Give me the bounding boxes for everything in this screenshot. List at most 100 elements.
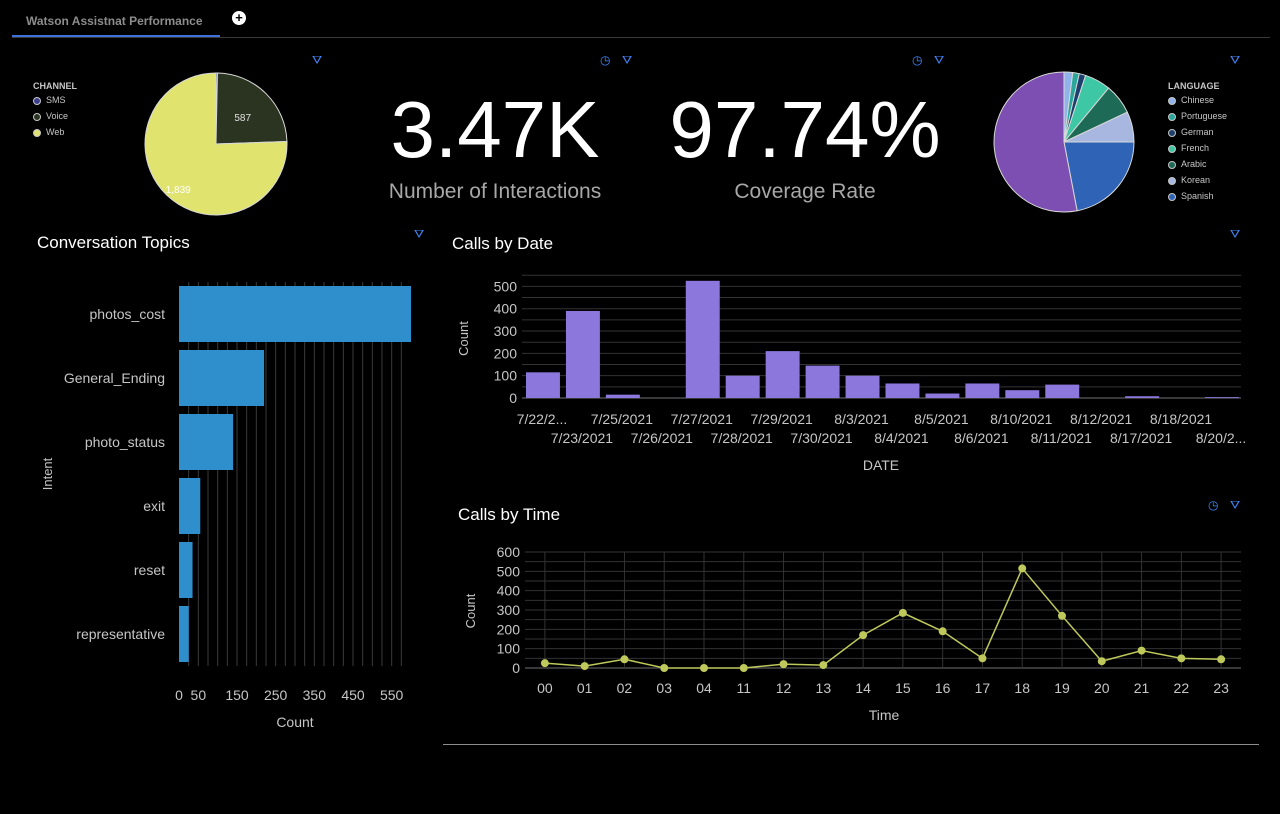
tab-bar: Watson Assistnat Performance + [0, 0, 1280, 40]
data-point[interactable] [1137, 646, 1146, 655]
language-legend-item[interactable]: Arabic [1168, 156, 1227, 172]
bar-general_ending[interactable] [179, 350, 265, 406]
x-tick-label: 8/3/2021 [834, 411, 889, 427]
x-tick-label: 8/6/2021 [954, 430, 1009, 446]
data-point[interactable] [540, 659, 549, 668]
filter-icon[interactable]: ⛛ [622, 53, 633, 67]
legend-swatch [1168, 176, 1176, 185]
date-bar[interactable] [1125, 396, 1160, 398]
data-point[interactable] [1217, 655, 1226, 664]
pie-slice-voice[interactable] [215, 72, 288, 145]
filter-icon[interactable]: ⛛ [1230, 227, 1241, 241]
data-point[interactable] [1097, 657, 1106, 666]
date-bar[interactable] [1205, 397, 1239, 398]
bar-representative[interactable] [179, 606, 189, 662]
x-tick-label: 8/10/2021 [990, 411, 1052, 427]
filter-icon[interactable]: ⛛ [312, 53, 323, 67]
date-bar[interactable] [965, 383, 1000, 398]
language-legend-item[interactable]: German [1168, 124, 1227, 140]
data-point[interactable] [1058, 611, 1066, 620]
pie-slice-english[interactable] [993, 71, 1078, 213]
filter-icon[interactable]: ⛛ [414, 227, 425, 241]
channel-legend-item[interactable]: Voice [33, 108, 77, 124]
pie-data-label: 587 [234, 113, 251, 124]
x-tick-label: 03 [656, 680, 672, 696]
filter-icon[interactable]: ⛛ [1230, 498, 1241, 512]
language-legend-item[interactable]: French [1168, 140, 1227, 156]
bar-reset[interactable] [179, 542, 193, 598]
filter-icon[interactable]: ⛛ [1230, 53, 1241, 67]
data-point[interactable] [859, 631, 868, 640]
language-legend: LANGUAGE Chinese Portuguese German French Ar… [1168, 81, 1227, 213]
bar-photos_cost[interactable] [179, 286, 411, 342]
pie-slice-web[interactable] [144, 72, 288, 216]
x-tick-label: 01 [577, 680, 593, 696]
x-tick-label: 19 [1054, 680, 1070, 696]
legend-swatch [1168, 96, 1176, 105]
filter-icon[interactable]: ⛛ [934, 53, 945, 67]
y-tick-label: 300 [494, 323, 518, 339]
date-bar[interactable] [1045, 384, 1080, 398]
data-point[interactable] [700, 664, 708, 672]
language-legend-item[interactable]: Chinese [1168, 92, 1227, 108]
date-bar[interactable] [925, 393, 960, 398]
date-bar[interactable] [885, 383, 920, 398]
y-tick-label: 100 [494, 368, 518, 384]
data-point[interactable] [660, 664, 669, 672]
data-point[interactable] [819, 661, 828, 670]
date-bar[interactable] [1005, 390, 1040, 398]
date-bar[interactable] [845, 375, 880, 398]
x-tick-label: 11 [737, 680, 752, 696]
data-point[interactable] [580, 662, 589, 671]
date-bar[interactable] [805, 365, 840, 398]
bar-exit[interactable] [179, 478, 201, 534]
data-point[interactable] [1177, 654, 1186, 663]
data-point[interactable] [779, 660, 788, 669]
data-point[interactable] [739, 664, 748, 672]
x-tick-label: 20 [1094, 680, 1110, 696]
conversation-topics-title: Conversation Topics [37, 233, 190, 252]
data-point[interactable] [1018, 564, 1027, 573]
kpi-interactions-label: Number of Interactions [388, 180, 602, 203]
y-tick-label: 600 [497, 544, 521, 560]
tab-dashboard[interactable]: Watson Assistnat Performance [26, 14, 203, 28]
channel-legend-item[interactable]: SMS [33, 92, 77, 108]
clock-icon[interactable]: ◷ [1208, 498, 1219, 512]
language-legend-title: LANGUAGE [1168, 81, 1220, 91]
kpi-coverage: 97.74% Coverage Rate [650, 90, 960, 204]
x-tick-label: 04 [696, 680, 712, 696]
clock-icon[interactable]: ◷ [600, 53, 611, 67]
data-point[interactable] [898, 608, 907, 617]
date-bar[interactable] [725, 375, 760, 398]
x-tick-label: 450 [341, 687, 365, 703]
data-point[interactable] [620, 655, 629, 664]
plus-circle-icon[interactable]: + [232, 11, 246, 25]
data-point[interactable] [978, 654, 987, 663]
date-bar[interactable] [565, 310, 600, 398]
legend-swatch [1168, 160, 1176, 169]
date-bar[interactable] [685, 280, 720, 398]
data-point[interactable] [938, 627, 947, 636]
x-tick-label: 7/29/2021 [750, 411, 812, 427]
x-tick-label: 8/4/2021 [874, 430, 929, 446]
x-tick-label: 350 [303, 687, 327, 703]
x-tick-label: 14 [855, 680, 871, 696]
pie-slice-spanish[interactable] [1063, 141, 1135, 212]
date-bar[interactable] [605, 394, 640, 398]
date-bar[interactable] [765, 351, 800, 398]
channel-legend-item[interactable]: Web [33, 124, 77, 140]
x-tick-label: 17 [975, 680, 991, 696]
kpi-coverage-label: Coverage Rate [734, 180, 876, 203]
clock-icon[interactable]: ◷ [912, 53, 923, 67]
calls-by-time-chart: 0 100 200 300 400 500 600 00 01 02 03 04 11 12 13 14 15 1… [463, 544, 1241, 723]
bar-photo_status[interactable] [179, 414, 234, 470]
date-bar[interactable] [526, 372, 560, 398]
language-legend-item[interactable]: Portuguese [1168, 108, 1227, 124]
legend-swatch [33, 96, 41, 105]
legend-swatch [33, 112, 41, 121]
language-legend-item[interactable]: Korean [1168, 172, 1227, 188]
y-tick-label: 100 [497, 641, 521, 657]
x-tick-label: 7/22/2... [517, 411, 568, 427]
x-tick-label: 7/25/2021 [591, 411, 653, 427]
language-legend-item[interactable]: Spanish [1168, 188, 1227, 204]
